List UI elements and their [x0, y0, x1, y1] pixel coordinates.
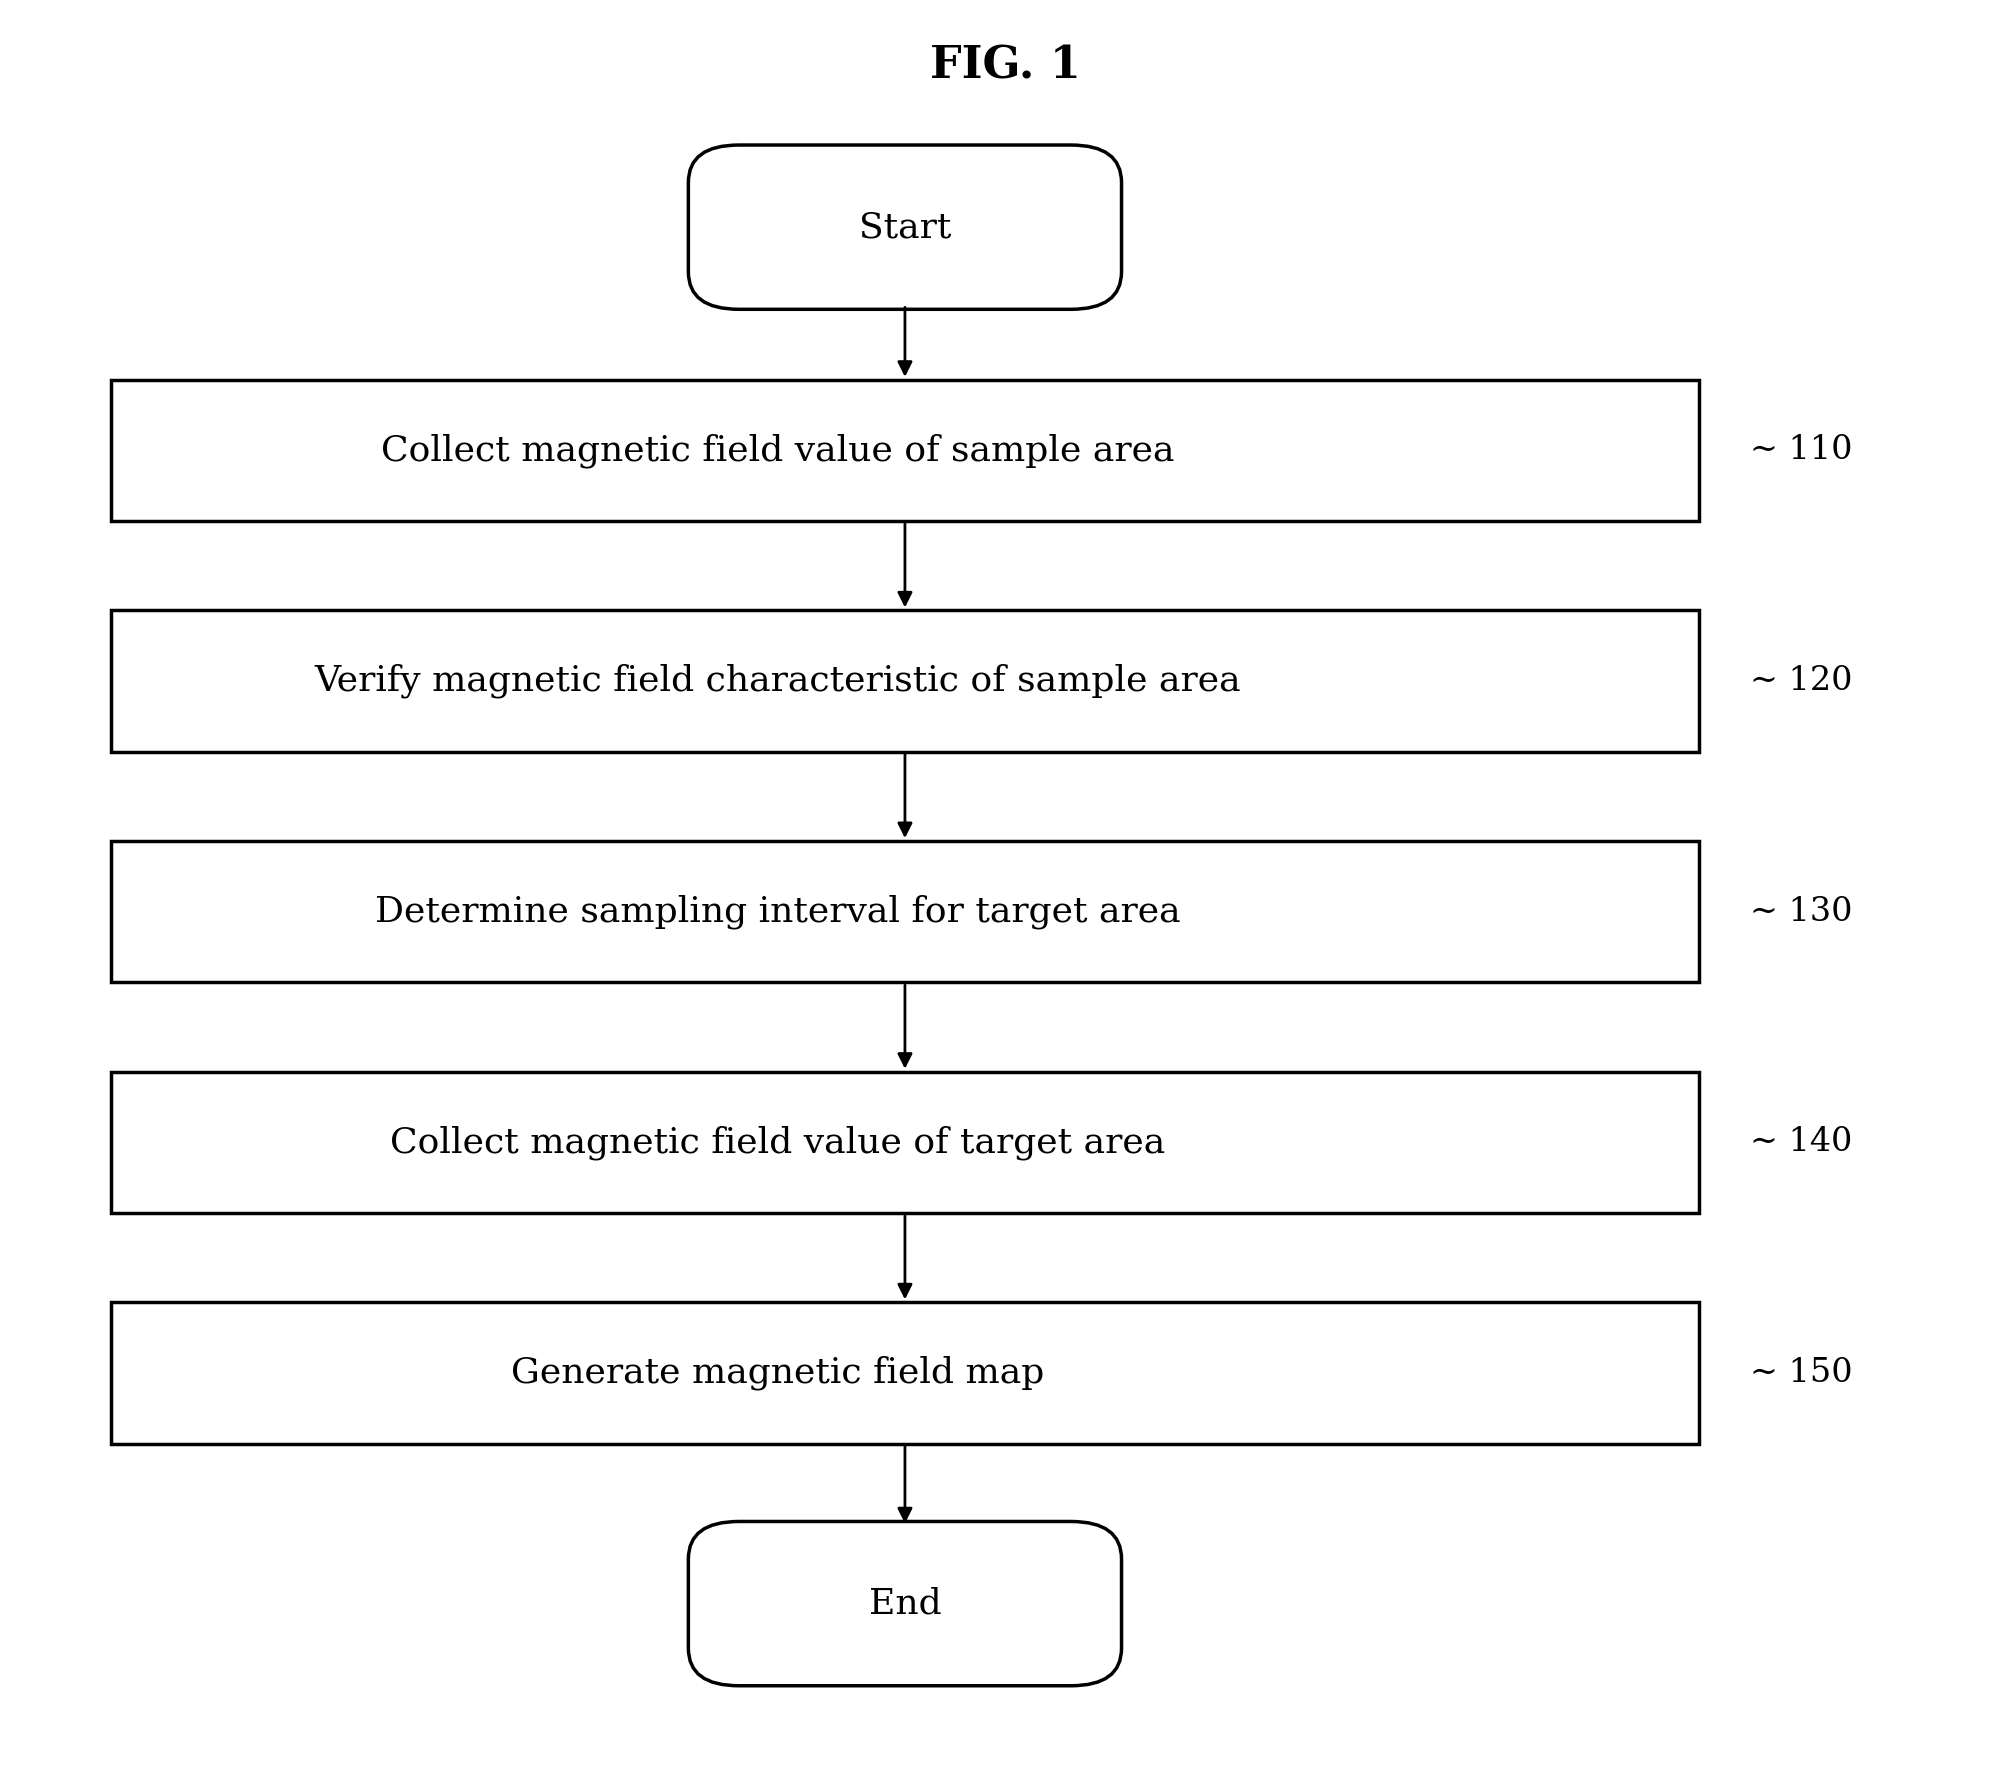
Text: ∼ 130: ∼ 130 [1750, 895, 1852, 927]
FancyBboxPatch shape [688, 1521, 1122, 1686]
Text: Determine sampling interval for target area: Determine sampling interval for target a… [374, 894, 1180, 929]
Text: ∼ 120: ∼ 120 [1750, 665, 1852, 697]
Text: ∼ 150: ∼ 150 [1750, 1356, 1852, 1388]
Text: ∼ 110: ∼ 110 [1750, 434, 1852, 466]
Text: Collect magnetic field value of sample area: Collect magnetic field value of sample a… [382, 433, 1174, 468]
Text: ∼ 140: ∼ 140 [1750, 1126, 1852, 1158]
Text: Verify magnetic field characteristic of sample area: Verify magnetic field characteristic of … [314, 663, 1241, 699]
Text: Collect magnetic field value of target area: Collect magnetic field value of target a… [390, 1126, 1166, 1160]
Text: Start: Start [859, 211, 951, 245]
Bar [111, 610, 1699, 752]
Bar [111, 379, 1699, 521]
Text: FIG. 1: FIG. 1 [931, 44, 1080, 87]
Text: End: End [869, 1587, 941, 1621]
Bar [111, 840, 1699, 982]
Bar [111, 1071, 1699, 1213]
Text: Generate magnetic field map: Generate magnetic field map [511, 1356, 1044, 1390]
FancyBboxPatch shape [688, 145, 1122, 309]
Bar [111, 1303, 1699, 1443]
